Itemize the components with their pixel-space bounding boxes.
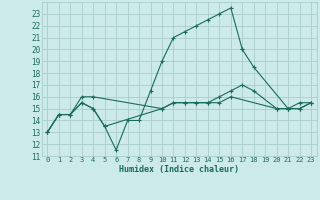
X-axis label: Humidex (Indice chaleur): Humidex (Indice chaleur) <box>119 165 239 174</box>
